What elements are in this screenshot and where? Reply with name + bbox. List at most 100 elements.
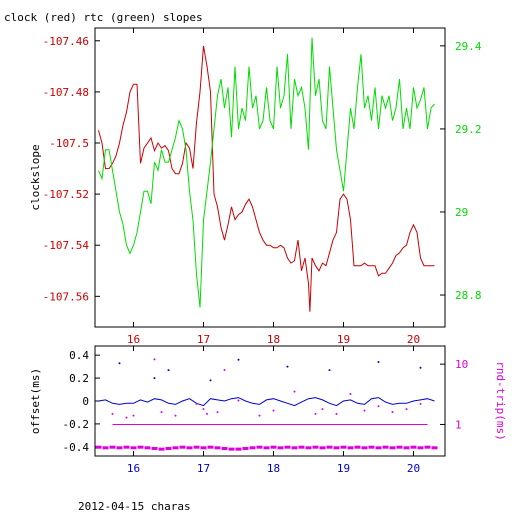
- bottom-series-2-mark: [249, 446, 256, 450]
- top-y-tick-label: -107.48: [43, 86, 89, 99]
- bottom-series-2-mark: [172, 446, 179, 450]
- bottom-series-3-point: [237, 399, 240, 402]
- bottom-panel: 16 17 18 19 20 0.4 0.2 0 -0.2 -0.4 10 1 offset(ms) rn…: [29, 345, 507, 475]
- bottom-series-2-mark: [305, 446, 312, 450]
- bottom-series-2-mark: [116, 446, 123, 450]
- bottom-series-2-mark: [263, 446, 270, 450]
- bottom-series-1-point: [237, 358, 240, 361]
- top-y-axis-label: clockslope: [29, 144, 42, 210]
- bottom-series-2-mark: [291, 446, 298, 450]
- bottom-x-tick-label: 20: [407, 462, 420, 475]
- top-x-tick-label: 17: [197, 333, 210, 346]
- bottom-y-tick-label: 0: [82, 395, 89, 408]
- bottom-series-2-mark: [431, 446, 438, 450]
- top-x-tick-label: 16: [127, 333, 140, 346]
- bottom-series-3-point: [195, 402, 198, 405]
- bottom-series-3-point: [125, 416, 128, 419]
- bottom-series-2-mark: [179, 445, 186, 449]
- top-y2-tick-label: 28.8: [455, 289, 482, 302]
- bottom-series-2-mark: [228, 447, 235, 451]
- bottom-series-2-mark: [102, 446, 109, 450]
- bottom-x-tick-label: 17: [197, 462, 210, 475]
- bottom-series-2-mark: [242, 446, 249, 450]
- bottom-series-2-mark: [347, 446, 354, 450]
- bottom-series-2-mark: [361, 446, 368, 450]
- bottom-series-2-mark: [193, 445, 200, 449]
- bottom-series-2-mark: [340, 445, 347, 449]
- top-x-tick-label: 20: [407, 333, 420, 346]
- bottom-series-2-mark: [214, 446, 221, 450]
- bottom-series-2-mark: [165, 446, 172, 450]
- bottom-series-1-point: [118, 362, 121, 365]
- bottom-series-2-mark: [186, 446, 193, 450]
- chart-footer: 2012-04-15 charas: [78, 500, 191, 512]
- bottom-series-2-mark: [382, 445, 389, 449]
- bottom-y2-tick-label: 1: [455, 418, 462, 431]
- bottom-series-3-point: [377, 405, 380, 408]
- top-y-tick-label: -107.46: [43, 35, 89, 48]
- top-y2-tick-label: 29.4: [455, 40, 482, 53]
- chart-title: clock (red) rtc (green) slopes: [4, 11, 203, 24]
- bottom-series-3-point: [405, 408, 408, 411]
- bottom-series-2-mark: [151, 446, 158, 450]
- top-y2-tick-label: 29: [455, 206, 468, 219]
- bottom-series-3-point: [160, 411, 163, 414]
- bottom-series-1-point: [167, 369, 170, 372]
- bottom-series-2-mark: [375, 446, 382, 450]
- bottom-series-2-mark: [396, 445, 403, 449]
- bottom-series-0-line: [98, 397, 435, 407]
- bottom-series-1-point: [153, 377, 156, 380]
- top-plot-frame: [94, 27, 446, 328]
- bottom-series-2-mark: [207, 445, 214, 449]
- bottom-series-3-point: [272, 409, 275, 412]
- top-panel: 16 17 18 19 20 -107.46 -107.48 -107.5 -107.52 -10…: [29, 27, 482, 346]
- bottom-series-2-mark: [256, 445, 263, 449]
- bottom-series-3-point: [363, 409, 366, 412]
- bottom-series-1-point: [286, 365, 289, 368]
- bottom-series-3-point: [419, 402, 422, 405]
- bottom-series-3-point: [335, 412, 338, 415]
- bottom-series-2-mark: [298, 445, 305, 449]
- bottom-series-3-point: [153, 358, 156, 361]
- bottom-series-2-mark: [270, 445, 277, 449]
- bottom-y-tick-label: 0.2: [69, 372, 89, 385]
- bottom-y-axis-label: offset(ms): [29, 368, 42, 434]
- top-y-tick-label: -107.52: [43, 188, 89, 201]
- bottom-series-1-point: [209, 379, 212, 382]
- bottom-series-1-point: [419, 366, 422, 369]
- bottom-series-3-point: [223, 368, 226, 371]
- bottom-series-3-point: [206, 412, 208, 415]
- top-x-tick-label: 18: [267, 333, 280, 346]
- bottom-series-2-mark: [417, 446, 424, 450]
- bottom-series-2-mark: [109, 445, 116, 449]
- bottom-series-2-mark: [235, 447, 242, 451]
- bottom-y-tick-label: -0.4: [63, 441, 90, 454]
- bottom-y2-tick-label: 10: [455, 358, 468, 371]
- bottom-series-3-point: [293, 390, 296, 393]
- bottom-series-2-mark: [403, 446, 410, 450]
- bottom-series-2-mark: [158, 447, 165, 451]
- bottom-y-tick-label: 0.4: [69, 349, 89, 362]
- bottom-series-3-point: [321, 408, 324, 411]
- bottom-series-2-mark: [368, 445, 375, 449]
- top-y2-tick-label: 29.2: [455, 123, 482, 136]
- bottom-x-tick-label: 16: [127, 462, 140, 475]
- bottom-series-1-point: [328, 369, 331, 372]
- bottom-series-3-point: [216, 411, 219, 414]
- bottom-series-3-point: [349, 392, 352, 395]
- bottom-series-1-point: [377, 361, 380, 364]
- bottom-series-2-mark: [333, 446, 340, 450]
- bottom-y2-axis-label: rnd-trip(ms): [494, 361, 507, 440]
- bottom-series-3-point: [391, 411, 394, 414]
- top-x-tick-label: 19: [337, 333, 350, 346]
- top-y-tick-label: -107.54: [43, 239, 90, 252]
- bottom-series-2-mark: [319, 446, 326, 450]
- top-series-0-line: [98, 45, 435, 312]
- bottom-series-2-mark: [137, 445, 144, 449]
- bottom-series-2-mark: [144, 446, 151, 450]
- bottom-series-3-point: [314, 412, 317, 415]
- bottom-series-3-point: [258, 414, 261, 417]
- bottom-series-3-point: [132, 414, 135, 417]
- bottom-series-2-mark: [312, 445, 319, 449]
